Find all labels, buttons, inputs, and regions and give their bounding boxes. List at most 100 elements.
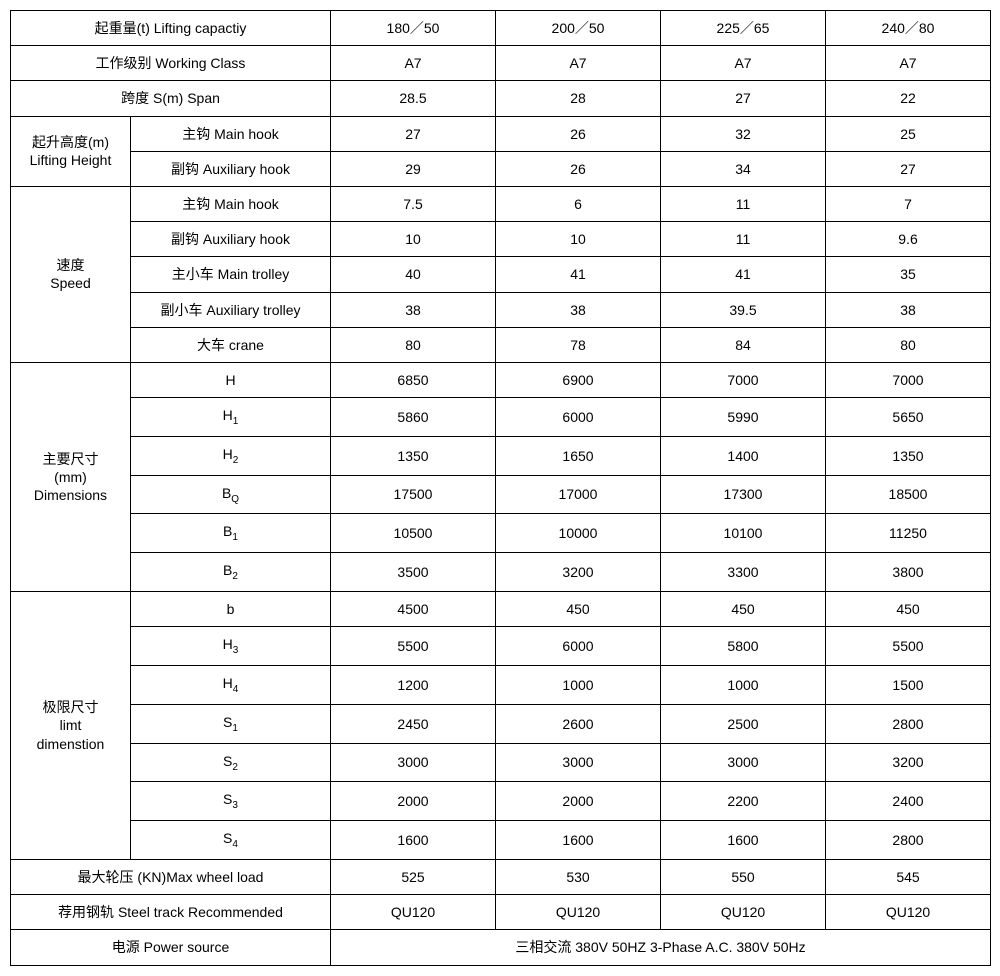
sub-label: 副钩 Auxiliary hook (131, 151, 331, 186)
cell: 26 (496, 116, 661, 151)
cell: 38 (331, 292, 496, 327)
sub: 1 (232, 723, 238, 734)
sub-label: 大车 crane (131, 327, 331, 362)
cell: 10 (496, 222, 661, 257)
table-row: S3 2000 2000 2200 2400 (11, 782, 991, 821)
label-line: 极限尺寸 (43, 699, 99, 715)
row-label: 荐用钢轨 Steel track Recommended (11, 895, 331, 930)
cell: 26 (496, 151, 661, 186)
cell: 41 (496, 257, 661, 292)
row-label: 最大轮压 (KN)Max wheel load (11, 860, 331, 895)
cell: A7 (826, 46, 991, 81)
row-label: 跨度 S(m) Span (11, 81, 331, 116)
sub-label: BQ (131, 475, 331, 514)
cell: 1000 (661, 666, 826, 705)
cell: 2450 (331, 704, 496, 743)
sub-label: b (131, 592, 331, 627)
sym: H (223, 675, 233, 691)
cell: 7000 (826, 362, 991, 397)
cell: 6000 (496, 398, 661, 437)
cell: 3000 (496, 743, 661, 782)
label-line: 起升高度(m) (32, 134, 109, 150)
row-label: 工作级别 Working Class (11, 46, 331, 81)
table-row: B1 10500 10000 10100 11250 (11, 514, 991, 553)
cell: 27 (331, 116, 496, 151)
cell: 2800 (826, 704, 991, 743)
sub-label: H2 (131, 436, 331, 475)
cell: 240／80 (826, 11, 991, 46)
sub-label: 副钩 Auxiliary hook (131, 222, 331, 257)
cell: 6 (496, 186, 661, 221)
sub-label: S3 (131, 782, 331, 821)
cell: 7 (826, 186, 991, 221)
table-row: H2 1350 1650 1400 1350 (11, 436, 991, 475)
sym: B (223, 562, 232, 578)
cell: 2800 (826, 821, 991, 860)
cell: A7 (331, 46, 496, 81)
sub-label: H3 (131, 627, 331, 666)
cell: 22 (826, 81, 991, 116)
cell: A7 (661, 46, 826, 81)
table-row: BQ 17500 17000 17300 18500 (11, 475, 991, 514)
cell: 3200 (826, 743, 991, 782)
sub-label: 主小车 Main trolley (131, 257, 331, 292)
cell: 2000 (331, 782, 496, 821)
table-row: 副小车 Auxiliary trolley 38 38 39.5 38 (11, 292, 991, 327)
cell: 80 (331, 327, 496, 362)
cell: 39.5 (661, 292, 826, 327)
sub-label: B2 (131, 553, 331, 592)
cell: 34 (661, 151, 826, 186)
cell: 三相交流 380V 50HZ 3-Phase A.C. 380V 50Hz (331, 930, 991, 965)
table-row: 跨度 S(m) Span 28.5 28 27 22 (11, 81, 991, 116)
sub-label: 副小车 Auxiliary trolley (131, 292, 331, 327)
cell: 84 (661, 327, 826, 362)
sym: H (223, 446, 233, 462)
cell: 17500 (331, 475, 496, 514)
cell: 5650 (826, 398, 991, 437)
group-label-dimensions: 主要尺寸 (mm) Dimensions (11, 362, 131, 591)
cell: 1600 (331, 821, 496, 860)
label-line: dimenstion (37, 736, 105, 752)
sub: 3 (232, 800, 238, 811)
table-row: 速度 Speed 主钩 Main hook 7.5 6 11 7 (11, 186, 991, 221)
sub-label: H (131, 362, 331, 397)
cell: 450 (496, 592, 661, 627)
cell: 9.6 (826, 222, 991, 257)
cell: 200／50 (496, 11, 661, 46)
cell: 4500 (331, 592, 496, 627)
cell: 11250 (826, 514, 991, 553)
table-row: 电源 Power source 三相交流 380V 50HZ 3-Phase A… (11, 930, 991, 965)
cell: 7.5 (331, 186, 496, 221)
cell: 1500 (826, 666, 991, 705)
cell: 18500 (826, 475, 991, 514)
table-row: 大车 crane 80 78 84 80 (11, 327, 991, 362)
cell: 3000 (331, 743, 496, 782)
cell: 5860 (331, 398, 496, 437)
cell: 450 (661, 592, 826, 627)
sub: 1 (233, 416, 239, 427)
cell: 2000 (496, 782, 661, 821)
cell: 2200 (661, 782, 826, 821)
cell: 10000 (496, 514, 661, 553)
cell: 2500 (661, 704, 826, 743)
cell: 35 (826, 257, 991, 292)
cell: 2600 (496, 704, 661, 743)
sym: H (223, 407, 233, 423)
cell: 28.5 (331, 81, 496, 116)
sub: 3 (233, 645, 239, 656)
sub-label: S2 (131, 743, 331, 782)
table-row: 副钩 Auxiliary hook 29 26 34 27 (11, 151, 991, 186)
crane-spec-table: 起重量(t) Lifting capactiy 180／50 200／50 22… (10, 10, 991, 966)
cell: 1650 (496, 436, 661, 475)
sub-label: S1 (131, 704, 331, 743)
cell: 11 (661, 222, 826, 257)
label-line: Lifting Height (30, 152, 112, 168)
cell: 38 (826, 292, 991, 327)
cell: 3200 (496, 553, 661, 592)
cell: 17300 (661, 475, 826, 514)
table-row: S1 2450 2600 2500 2800 (11, 704, 991, 743)
cell: 3500 (331, 553, 496, 592)
row-label: 电源 Power source (11, 930, 331, 965)
cell: 27 (826, 151, 991, 186)
label-line: limt (60, 717, 82, 733)
